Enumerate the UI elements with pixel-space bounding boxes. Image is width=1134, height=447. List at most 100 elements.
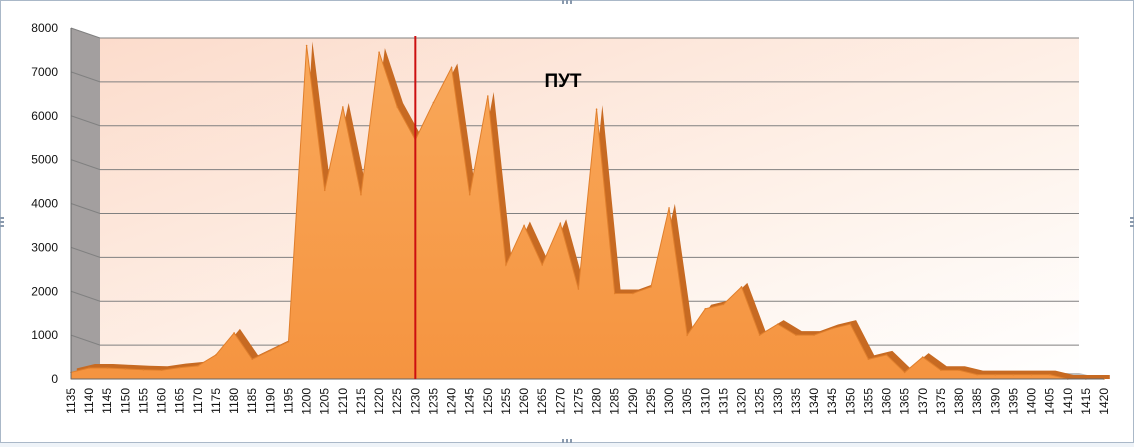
data-point — [831, 327, 833, 330]
x-tick-label: 1175 — [209, 388, 223, 414]
x-tick-label: 1135 — [64, 388, 78, 414]
data-point — [704, 308, 707, 310]
data-point — [740, 286, 743, 288]
data-point — [686, 334, 688, 336]
data-point — [1012, 373, 1015, 376]
x-tick-label: 1380 — [952, 388, 966, 415]
data-point — [1030, 373, 1033, 376]
data-point — [523, 224, 525, 227]
data-point — [559, 222, 562, 225]
x-tick-label: 1310 — [698, 388, 712, 415]
x-tick-label: 1180 — [227, 388, 241, 414]
data-point — [650, 286, 652, 288]
data-point — [595, 108, 598, 110]
x-tick-label: 1270 — [553, 388, 567, 415]
data-point — [577, 288, 580, 290]
x-tick-label: 1265 — [535, 388, 549, 415]
x-tick-label: 1275 — [571, 388, 585, 415]
gridline — [70, 115, 1079, 127]
x-tick-label: 1405 — [1043, 388, 1057, 415]
x-tick-label: 1250 — [481, 388, 495, 415]
gridline — [70, 246, 1079, 258]
data-point — [269, 349, 272, 352]
x-tick-label: 1365 — [898, 388, 912, 415]
x-tick-label: 1205 — [318, 388, 332, 415]
chart-title: ПУТ — [544, 71, 581, 92]
x-tick-label: 1420 — [1097, 388, 1111, 415]
x-tick-label: 1325 — [753, 388, 767, 415]
x-tick-label: 1315 — [716, 388, 730, 415]
x-tick-label: 1255 — [499, 388, 513, 415]
data-point — [396, 106, 399, 108]
right-resize-handle[interactable] — [1130, 217, 1134, 227]
data-point — [632, 292, 634, 295]
data-point — [541, 264, 543, 266]
y-tick-label: 4000 — [31, 197, 58, 211]
x-tick-label: 1355 — [861, 388, 875, 415]
x-tick-label: 1140 — [82, 388, 96, 414]
series-area — [70, 45, 1104, 380]
data-point — [197, 365, 199, 367]
x-tick-label: 1225 — [390, 388, 404, 415]
top-resize-handle[interactable] — [562, 0, 572, 4]
x-tick-label: 1295 — [644, 388, 658, 415]
y-tick-label: 3000 — [31, 240, 58, 254]
x-tick-label: 1320 — [735, 388, 749, 415]
x-tick-label: 1160 — [155, 388, 169, 414]
x-tick-label: 1235 — [426, 388, 440, 415]
y-tick-label: 2000 — [31, 284, 58, 298]
x-tick-label: 1290 — [626, 388, 640, 415]
x-tick-label: 1285 — [608, 388, 622, 415]
y-tick-label: 0 — [51, 372, 58, 386]
data-point — [233, 332, 235, 334]
bottom-resize-handle[interactable] — [562, 439, 572, 443]
x-tick-label: 1370 — [916, 388, 930, 415]
x-tick-label: 1385 — [970, 388, 984, 415]
x-tick-label: 1195 — [281, 388, 295, 414]
data-point — [505, 264, 507, 266]
data-point — [305, 44, 308, 47]
data-point — [178, 366, 181, 369]
gridline — [70, 159, 1079, 171]
y-tick-label: 6000 — [31, 109, 58, 123]
x-tick-label: 1215 — [354, 388, 368, 415]
x-tick-label: 1390 — [988, 388, 1002, 415]
x-tick-label: 1415 — [1079, 388, 1093, 415]
data-point — [867, 358, 870, 361]
data-point — [722, 303, 725, 306]
x-tick-label: 1335 — [789, 388, 803, 415]
x-tick-label: 1375 — [934, 388, 948, 415]
x-tick-label: 1330 — [771, 388, 785, 415]
data-point — [342, 106, 344, 108]
x-tick-label: 1400 — [1025, 388, 1039, 415]
x-tick-label: 1230 — [408, 388, 422, 415]
x-tick-label: 1360 — [880, 388, 894, 415]
x-tick-label: 1240 — [445, 388, 459, 415]
x-tick-label: 1210 — [336, 388, 350, 415]
data-point — [160, 369, 163, 372]
x-tick-label: 1145 — [100, 388, 114, 414]
data-point — [958, 369, 960, 372]
data-point — [487, 95, 489, 97]
data-point — [613, 292, 616, 295]
data-point — [124, 368, 127, 370]
data-point — [432, 101, 435, 104]
x-tick-label: 1260 — [517, 388, 531, 415]
data-point — [88, 367, 90, 369]
x-tick-label: 1220 — [372, 388, 386, 415]
gridline — [70, 27, 1079, 39]
left-resize-handle[interactable] — [0, 217, 4, 227]
data-point — [885, 354, 888, 356]
data-point — [378, 51, 380, 53]
x-tick-label: 1395 — [1006, 388, 1020, 415]
x-tick-label: 1345 — [825, 388, 839, 415]
data-point — [994, 373, 997, 376]
data-point — [668, 207, 670, 209]
x-tick-label: 1165 — [173, 388, 187, 414]
x-tick-label: 1200 — [300, 388, 314, 415]
data-point — [215, 354, 217, 356]
data-point — [106, 367, 109, 369]
x-tick-label: 1170 — [191, 388, 205, 414]
x-tick-label: 1340 — [807, 388, 821, 415]
